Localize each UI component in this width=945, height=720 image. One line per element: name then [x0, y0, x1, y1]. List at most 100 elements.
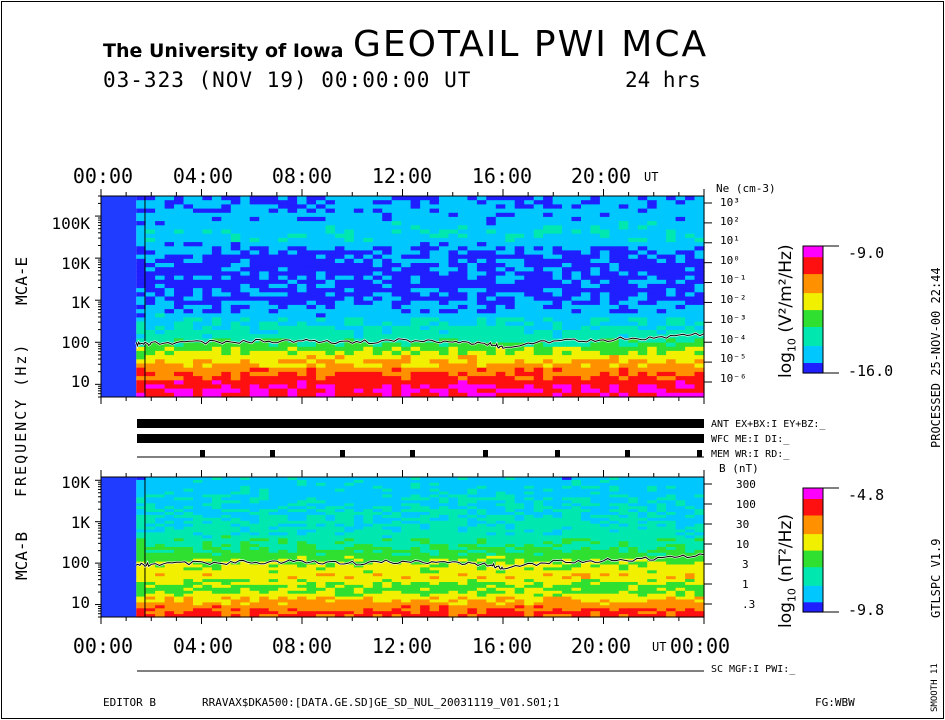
heatmap-cell [495, 367, 506, 373]
heatmap-cell [467, 309, 478, 314]
heatmap-cell [495, 380, 506, 386]
heatmap-cell [183, 250, 194, 256]
heatmap-cell [230, 237, 241, 243]
heatmap-cell [164, 512, 175, 516]
heatmap-cell [382, 494, 393, 498]
heatmap-cell [543, 564, 554, 568]
heatmap-cell [552, 479, 563, 484]
heatmap-cell [562, 317, 573, 323]
heatmap-cell [571, 380, 582, 386]
heatmap-cell [439, 304, 450, 310]
heatmap-cell [391, 309, 402, 314]
heatmap-cell [211, 321, 222, 327]
heatmap-cell [571, 246, 582, 252]
heatmap-cell [694, 517, 705, 522]
heatmap-cell [571, 567, 582, 571]
heatmap-cell [334, 221, 345, 226]
heatmap-cell [514, 376, 525, 381]
heatmap-cell [448, 549, 459, 554]
heatmap-cell [230, 208, 241, 214]
heatmap-cell [240, 237, 251, 243]
heatmap-cell [268, 544, 279, 548]
heatmap-cell [372, 246, 383, 252]
heatmap-cell [476, 283, 487, 289]
heatmap-cell [420, 567, 431, 571]
heatmap-cell [353, 532, 364, 536]
heatmap-cell [268, 482, 279, 487]
heatmap-cell [287, 350, 298, 356]
heatmap-cell [287, 520, 298, 525]
heatmap-cell [533, 552, 544, 557]
heatmap-cell [675, 325, 686, 331]
heatmap-cell [136, 388, 147, 394]
heatmap-cell [334, 288, 345, 293]
heatmap-cell [325, 212, 336, 218]
heatmap-cell [316, 371, 327, 377]
heatmap-cell [486, 212, 497, 218]
heatmap-cell [183, 564, 194, 568]
heatmap-cell [363, 506, 374, 510]
heatmap-cell [637, 561, 648, 566]
heatmap-cell [609, 292, 620, 298]
heatmap-cell [562, 517, 573, 522]
heatmap-cell [590, 346, 601, 352]
heatmap-cell [344, 267, 355, 272]
heatmap-cell [609, 225, 620, 231]
heatmap-cell [353, 514, 364, 519]
heatmap-cell [543, 208, 554, 214]
heatmap-cell [287, 317, 298, 323]
freq-tick-label: 100 [61, 553, 90, 572]
heatmap-cell [230, 363, 241, 369]
heatmap-cell [609, 500, 620, 504]
heatmap-cell [221, 300, 232, 306]
heatmap-cell [524, 541, 535, 545]
heatmap-cell [240, 196, 251, 201]
heatmap-cell [211, 246, 222, 252]
heatmap-cell [297, 296, 308, 302]
heatmap-cell [571, 271, 582, 277]
heatmap-cell [675, 204, 686, 210]
heatmap-cell [666, 532, 677, 536]
heatmap-cell [514, 520, 525, 525]
heatmap-cell [581, 267, 592, 272]
heatmap-cell [183, 275, 194, 281]
heatmap-cell [202, 334, 213, 339]
heatmap-cell [363, 246, 374, 252]
heatmap-cell [467, 313, 478, 319]
heatmap-cell [334, 229, 345, 235]
heatmap-cell [230, 275, 241, 281]
heatmap-cell [306, 196, 317, 201]
heatmap-cell [164, 250, 175, 256]
heatmap-cell [183, 292, 194, 298]
heatmap-cell [552, 304, 563, 310]
heatmap-cell [145, 541, 156, 545]
heatmap-cell [571, 263, 582, 268]
heatmap-cell [476, 482, 487, 487]
heatmap-cell [372, 242, 383, 247]
heatmap-cell [183, 233, 194, 239]
heatmap-cell [618, 225, 629, 231]
heatmap-cell [420, 491, 431, 496]
heatmap-cell [193, 275, 204, 281]
heatmap-cell [505, 304, 516, 310]
heatmap-cell [685, 271, 696, 277]
heatmap-cell [316, 482, 327, 487]
heatmap-cell [278, 196, 289, 201]
heatmap-cell [505, 229, 516, 235]
heatmap-cell [552, 520, 563, 525]
heatmap-cell [249, 246, 260, 252]
heatmap-cell [401, 350, 412, 356]
heatmap-cell [230, 371, 241, 377]
heatmap-cell [524, 300, 535, 306]
heatmap-cell [372, 363, 383, 369]
heatmap-cell [268, 363, 279, 369]
heatmap-cell [618, 494, 629, 498]
heatmap-cell [268, 520, 279, 525]
heatmap-cell [334, 555, 345, 560]
heatmap-cell [685, 392, 696, 398]
heatmap-cell [145, 246, 156, 252]
heatmap-cell [391, 526, 402, 531]
heatmap-cell [297, 242, 308, 247]
heatmap-cell [164, 363, 175, 369]
heatmap-cell [581, 376, 592, 381]
